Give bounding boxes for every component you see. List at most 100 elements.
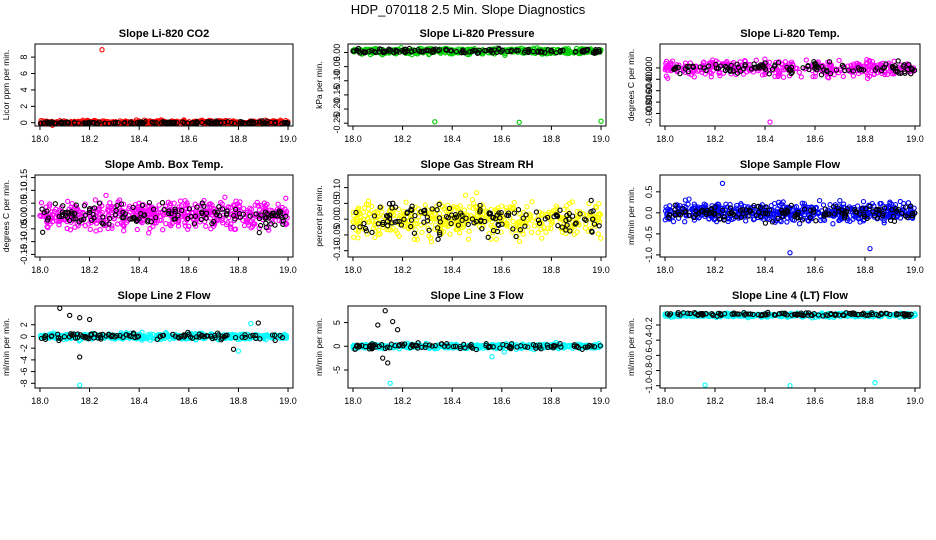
y-tick-label: -0.20 — [332, 99, 342, 120]
data-point — [762, 220, 769, 226]
chart-title: Slope Li-820 CO2 — [119, 28, 209, 40]
x-tick-label: 18.0 — [31, 396, 49, 406]
data-point — [466, 228, 472, 234]
data-point — [522, 47, 529, 54]
data-point — [430, 47, 436, 53]
data-point — [798, 74, 804, 80]
data-point — [401, 48, 407, 54]
data-point — [696, 67, 702, 73]
data-point — [185, 120, 191, 126]
x-tick-label: 18.2 — [706, 265, 724, 275]
data-point — [893, 65, 899, 72]
data-point — [584, 47, 590, 54]
x-tick-label: 18.8 — [543, 134, 561, 144]
data-point — [886, 60, 892, 66]
data-point — [827, 70, 834, 77]
x-tick-label: 18.0 — [656, 265, 674, 275]
data-series — [662, 180, 917, 256]
data-point — [906, 61, 912, 68]
y-axis-label: ml/min per min. — [626, 187, 636, 245]
data-point — [362, 50, 368, 56]
plot-frame — [34, 43, 294, 127]
data-point — [473, 190, 480, 196]
outlier-point — [248, 320, 254, 327]
data-point — [462, 192, 469, 198]
y-tick-label: -6 — [19, 368, 29, 376]
data-point — [528, 229, 535, 235]
x-tick-label: 18.6 — [806, 134, 824, 144]
y-tick-label: 0.15 — [19, 169, 29, 187]
data-point — [818, 72, 825, 78]
data-point — [666, 63, 672, 69]
data-point — [107, 200, 113, 206]
y-tick-label: -0.5 — [644, 226, 654, 242]
data-point — [134, 120, 140, 126]
data-point — [411, 236, 418, 243]
chart-title: Slope Amb. Box Temp. — [105, 159, 224, 171]
x-tick-label: 18.2 — [394, 265, 412, 275]
data-point — [669, 58, 676, 64]
data-point — [775, 73, 781, 80]
y-tick-label: -0.25 — [332, 113, 342, 134]
data-point — [488, 47, 494, 53]
y-tick-label: -2 — [19, 344, 29, 352]
x-tick-label: 19.0 — [592, 134, 610, 144]
x-tick-label: 18.2 — [81, 134, 99, 144]
data-point — [537, 49, 544, 55]
outlier-point — [719, 180, 726, 187]
x-tick-label: 18.4 — [756, 265, 774, 275]
data-series — [350, 45, 603, 56]
data-point — [46, 119, 52, 125]
data-point — [686, 63, 692, 69]
outlier-point — [235, 348, 242, 354]
data-point — [525, 46, 532, 53]
outlier-point — [867, 245, 873, 252]
outlier-point — [77, 354, 83, 360]
data-point — [884, 71, 891, 78]
x-tick-label: 18.8 — [543, 265, 561, 275]
data-point — [889, 71, 895, 77]
data-point — [759, 72, 766, 78]
outlier-point — [99, 47, 105, 53]
data-point — [469, 196, 476, 203]
x-tick-label: 18.0 — [344, 134, 362, 144]
outlier-point — [255, 320, 261, 326]
y-axis-label: percent per min. — [314, 185, 324, 246]
data-point — [535, 230, 541, 236]
data-point — [891, 58, 897, 64]
data-point — [778, 61, 785, 67]
data-point — [837, 197, 843, 204]
data-point — [545, 47, 551, 53]
data-point — [682, 66, 688, 72]
data-point — [596, 201, 602, 207]
data-point — [458, 49, 465, 56]
y-tick-label: 6 — [19, 71, 29, 76]
chart-title: Slope Sample Flow — [740, 159, 841, 171]
data-point — [371, 48, 378, 55]
data-point — [775, 60, 782, 66]
data-point — [467, 49, 473, 55]
data-point — [850, 68, 856, 74]
data-point — [181, 120, 187, 126]
data-point — [214, 214, 220, 220]
x-tick-label: 18.6 — [180, 265, 198, 275]
data-point — [351, 234, 357, 240]
data-point — [58, 119, 64, 125]
x-tick-label: 18.8 — [856, 134, 874, 144]
data-point — [565, 46, 572, 52]
data-point — [833, 67, 840, 73]
data-point — [855, 65, 861, 71]
data-point — [257, 119, 263, 125]
data-point — [38, 120, 44, 126]
data-point — [283, 195, 289, 201]
data-point — [685, 68, 691, 75]
y-tick-label: 0 — [19, 120, 29, 125]
data-point — [706, 63, 712, 69]
data-point — [555, 222, 561, 229]
data-point — [177, 198, 184, 204]
data-point — [351, 48, 357, 54]
y-tick-label: 0.0 — [644, 207, 654, 220]
data-series — [37, 47, 291, 128]
data-point — [462, 50, 468, 56]
